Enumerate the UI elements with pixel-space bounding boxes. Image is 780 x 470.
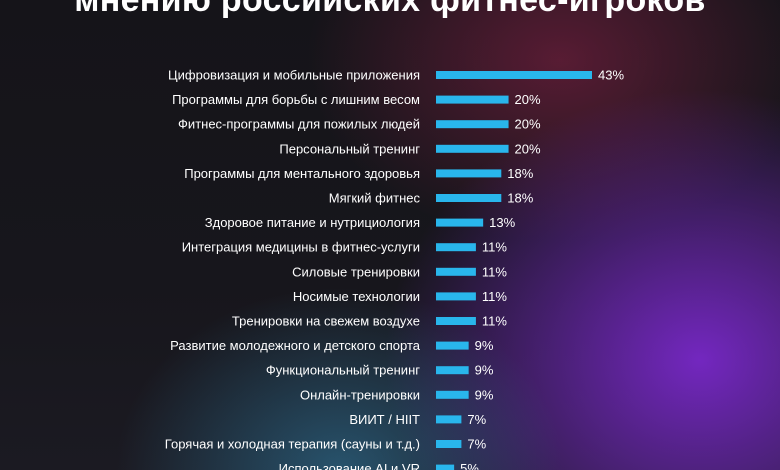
bar <box>436 464 455 470</box>
bar <box>436 317 476 325</box>
category-label: Развитие молодежного и детского спорта <box>170 338 421 353</box>
value-label: 9% <box>475 387 494 402</box>
category-label: Здоровое питание и нутрициология <box>205 215 420 230</box>
value-label: 11% <box>482 314 507 329</box>
value-label: 9% <box>475 363 494 378</box>
bar <box>436 194 502 202</box>
value-label: 20% <box>515 141 541 156</box>
value-label: 20% <box>515 117 541 132</box>
value-label: 7% <box>467 412 486 427</box>
category-label: Фитнес-программы для пожилых людей <box>178 117 420 132</box>
category-label: Онлайн-тренировки <box>300 387 420 402</box>
bar <box>436 95 509 104</box>
category-label: Носимые технологии <box>293 289 420 304</box>
category-label: ВИИТ / HIIT <box>349 412 420 427</box>
category-label: Функциональный тренинг <box>266 363 420 378</box>
value-label: 18% <box>507 191 533 206</box>
chart-title: мнению российских фитнес-игроков <box>74 0 706 19</box>
value-label: 18% <box>507 166 533 181</box>
bar <box>436 71 592 79</box>
bar <box>436 243 476 252</box>
bar <box>436 440 462 448</box>
value-label: 11% <box>482 240 507 255</box>
value-label: 7% <box>467 437 486 452</box>
category-label: Горячая и холодная терапия (сауны и т.д.… <box>165 437 420 452</box>
value-label: 5% <box>460 461 479 470</box>
bar <box>436 415 462 424</box>
value-label: 20% <box>515 92 541 107</box>
bar <box>436 267 476 276</box>
bar <box>436 144 509 153</box>
category-label: Тренировки на свежем воздухе <box>232 314 420 329</box>
value-label: 9% <box>475 338 494 353</box>
category-label: Силовые тренировки <box>292 264 420 279</box>
category-label: Программы для борьбы с лишним весом <box>172 92 420 107</box>
category-label: Программы для ментального здоровья <box>184 166 420 181</box>
value-label: 11% <box>482 289 507 304</box>
value-label: 13% <box>489 215 515 230</box>
category-label: Использование AI и VR <box>279 461 420 470</box>
category-label: Персональный тренинг <box>279 141 420 156</box>
value-label: 43% <box>598 68 624 83</box>
bar <box>436 341 469 350</box>
bar <box>436 292 476 301</box>
category-label: Цифровизация и мобильные приложения <box>168 68 420 83</box>
category-label: Мягкий фитнес <box>329 191 421 206</box>
bar <box>436 390 469 399</box>
category-label: Интеграция медицины в фитнес-услуги <box>182 240 420 255</box>
value-label: 11% <box>482 264 507 279</box>
bar <box>436 169 502 178</box>
bar <box>436 120 509 129</box>
bar <box>436 366 469 375</box>
bar <box>436 218 484 227</box>
